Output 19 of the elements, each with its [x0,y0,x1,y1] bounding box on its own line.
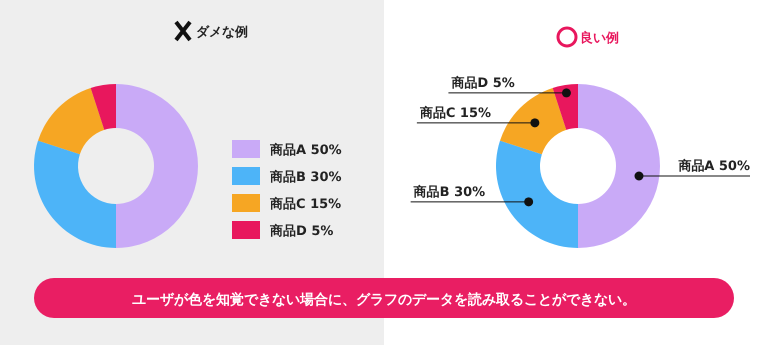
slice-label: 商品C 15% [418,104,492,121]
legend-label: 商品A 50% [269,142,342,158]
slice-label: 商品D 5% [450,74,515,91]
text: ユーザが色を知覚できない場合に、グラフのデータを読み取ることができない。 [132,291,636,308]
donut-slice [500,88,566,154]
donut-slice [552,84,578,130]
chart-title: 良い例 [580,30,619,46]
donut-slice [578,84,660,248]
donut-slice [496,140,578,248]
legend-label: 商品C 15% [269,196,342,212]
legend-label: 商品D 5% [269,223,334,239]
legend-label: 商品B 30% [269,169,342,185]
chart-title: ダメな例 [196,25,248,40]
slice-label: 商品B 30% [412,184,486,200]
donut-slice [116,84,198,248]
donut-slice [38,88,104,154]
slice-label: 商品A 50% [677,158,750,174]
donut-slice [34,140,116,248]
donut-slice [90,84,116,130]
